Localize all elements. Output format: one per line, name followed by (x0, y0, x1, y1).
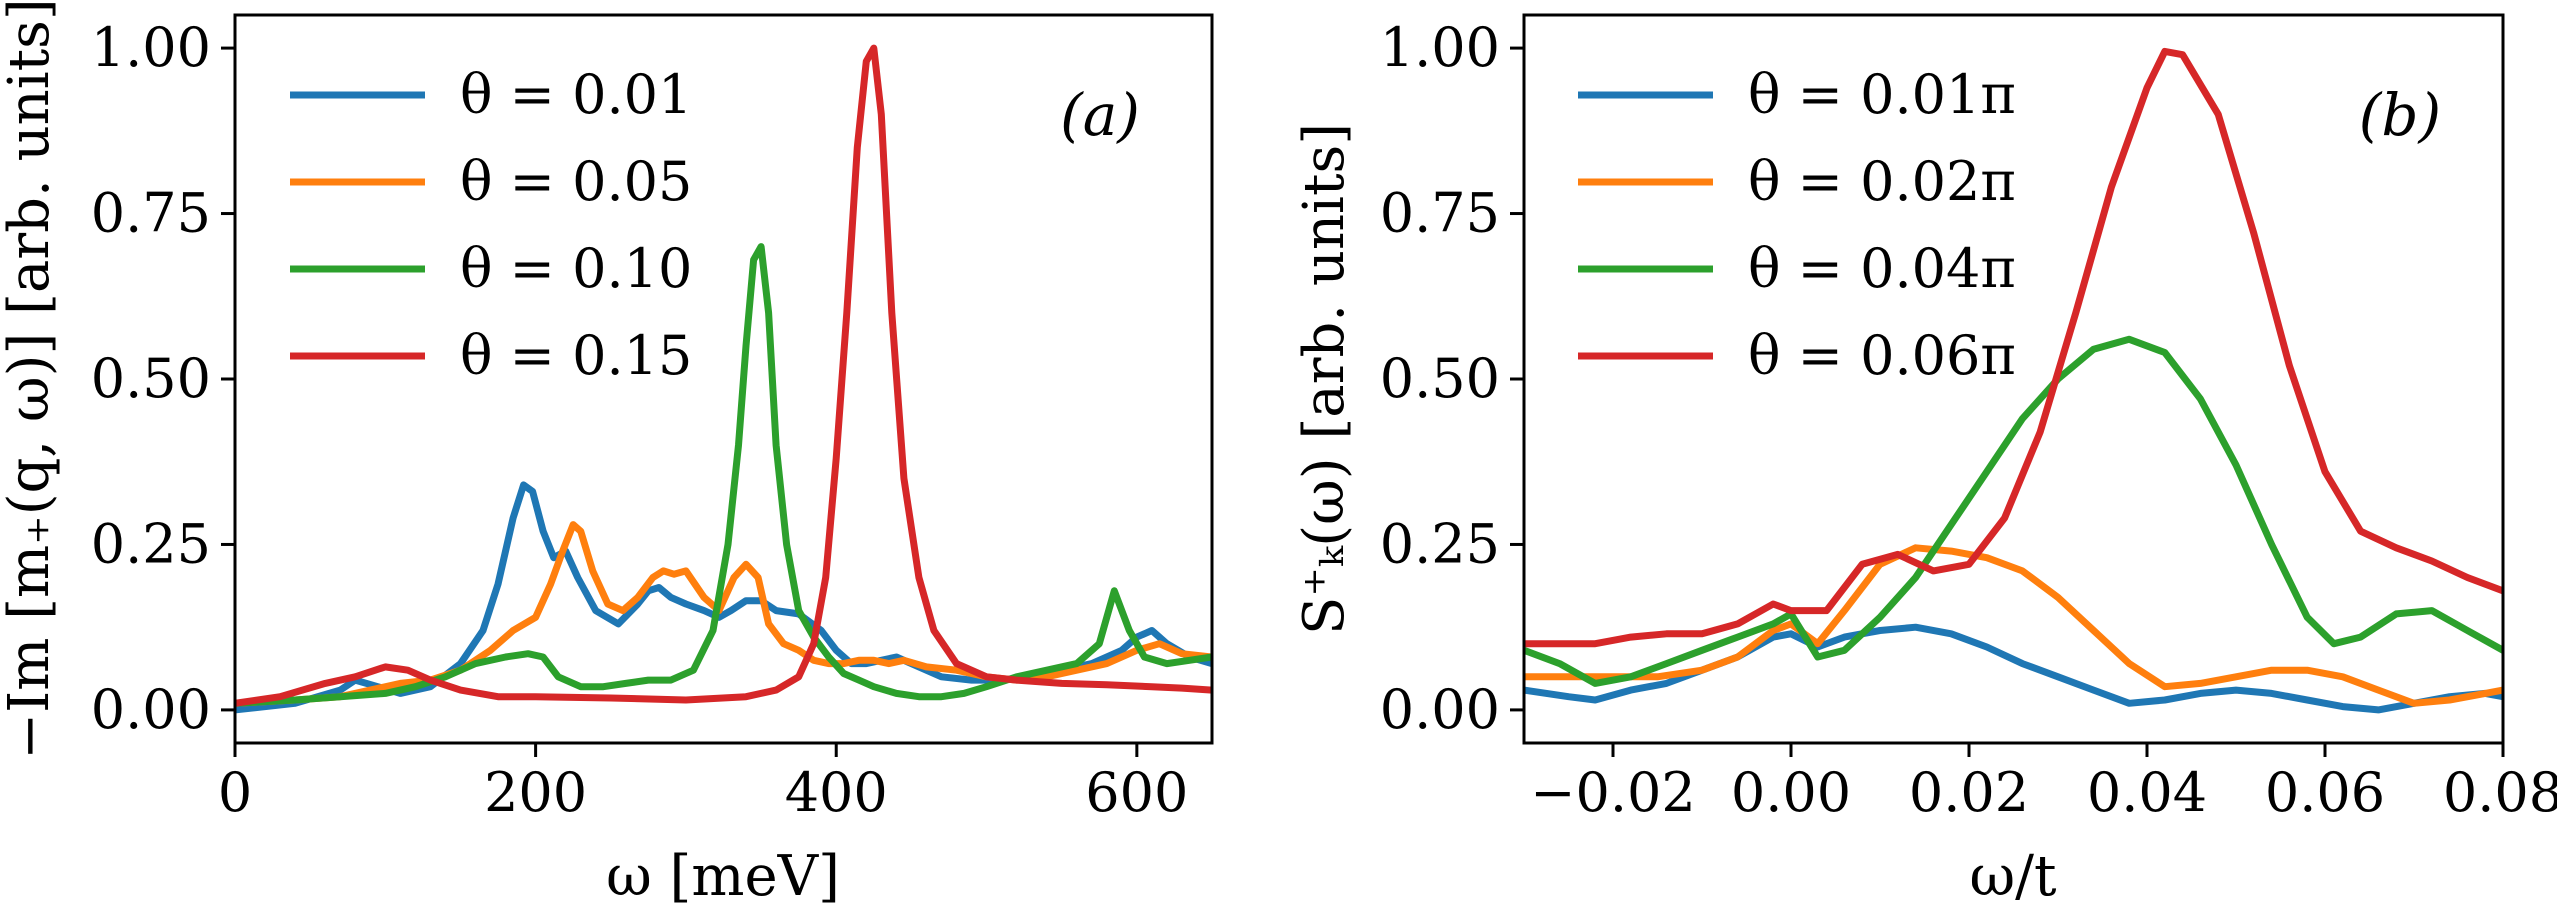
panel-b-y-tick-label: 1.00 (1380, 16, 1500, 79)
panel-b-y-axis-label: S⁺ₖ(ω) [arb. units] (1292, 123, 1357, 635)
panel-a: 0 200 400 600 0.00 0.25 0.50 0.75 1.00 (a) ω [me… (0, 0, 1214, 909)
panel-b-legend-label-2: θ = 0.02π (1748, 150, 2016, 213)
panel-b-plot-area (1524, 47, 2503, 714)
panel-b-y-tick-label: 0.25 (1380, 512, 1500, 575)
panel-b-x-tick-label: −0.02 (1530, 761, 1695, 824)
panel-a-series-3-line (235, 243, 1212, 707)
panel-a-plot-area (235, 44, 1212, 714)
panel-b-y-tick-label: 0.75 (1380, 182, 1500, 245)
panel-a-legend-label-2: θ = 0.05 (460, 150, 692, 213)
panel-b-legend: θ = 0.01π θ = 0.02π θ = 0.04π θ = 0.06π (1578, 63, 2016, 387)
panel-b-series-4-line (1524, 47, 2503, 648)
panel-a-x-tick-label: 400 (785, 761, 888, 824)
panel-a-label: (a) (1060, 81, 1140, 149)
panel-b-series-3-line (1524, 335, 2503, 687)
panel-a-series-4-line (235, 44, 1212, 707)
panel-a-legend: θ = 0.01 θ = 0.05 θ = 0.10 θ = 0.15 (290, 63, 692, 387)
panel-a-x-tick-label: 0 (218, 761, 252, 824)
panel-a-y-tick-label: 0.25 (91, 512, 211, 575)
panel-b-legend-label-3: θ = 0.04π (1748, 237, 2016, 300)
panel-a-ticks: 0 200 400 600 0.00 0.25 0.50 0.75 1.00 (91, 16, 1189, 824)
panel-a-y-tick-label: 0.75 (91, 182, 211, 245)
panel-a-y-tick-label: 0.00 (91, 678, 211, 741)
panel-b-x-tick-label: 0.00 (1731, 761, 1851, 824)
panel-a-legend-label-4: θ = 0.15 (460, 324, 692, 387)
panel-a-y-axis-label: −Im [m₊(q, ω)] [arb. units] (0, 0, 62, 760)
panel-b-x-axis-label: ω/t (1969, 844, 2057, 909)
panel-a-y-tick-label: 1.00 (91, 16, 211, 79)
panel-a-x-tick-label: 600 (1085, 761, 1188, 824)
panel-b-legend-label-1: θ = 0.01π (1748, 63, 2016, 126)
panel-a-x-tick-label: 200 (484, 761, 587, 824)
panel-b-legend-label-4: θ = 0.06π (1748, 324, 2016, 387)
panel-b-series-2-line (1524, 544, 2503, 707)
panel-b-y-tick-label: 0.00 (1380, 678, 1500, 741)
panel-a-legend-label-1: θ = 0.01 (460, 63, 692, 126)
panel-b-ticks: −0.02 0.00 0.02 0.04 0.06 0.08 0.00 0.25 0.50 0.7… (1380, 16, 2557, 824)
panel-b-x-tick-label: 0.02 (1909, 761, 2029, 824)
panel-b-x-tick-label: 0.08 (2443, 761, 2557, 824)
panel-b-x-tick-label: 0.06 (2265, 761, 2385, 824)
panel-b-y-tick-label: 0.50 (1380, 347, 1500, 410)
panel-b-x-tick-label: 0.04 (2087, 761, 2207, 824)
panel-b: −0.02 0.00 0.02 0.04 0.06 0.08 0.00 0.25 0.50 0.7… (1292, 13, 2557, 909)
panel-a-y-tick-label: 0.50 (91, 347, 211, 410)
panel-b-label: (b) (2359, 81, 2441, 149)
panel-a-x-axis-label: ω [meV] (606, 844, 840, 909)
panel-a-legend-label-3: θ = 0.10 (460, 237, 692, 300)
